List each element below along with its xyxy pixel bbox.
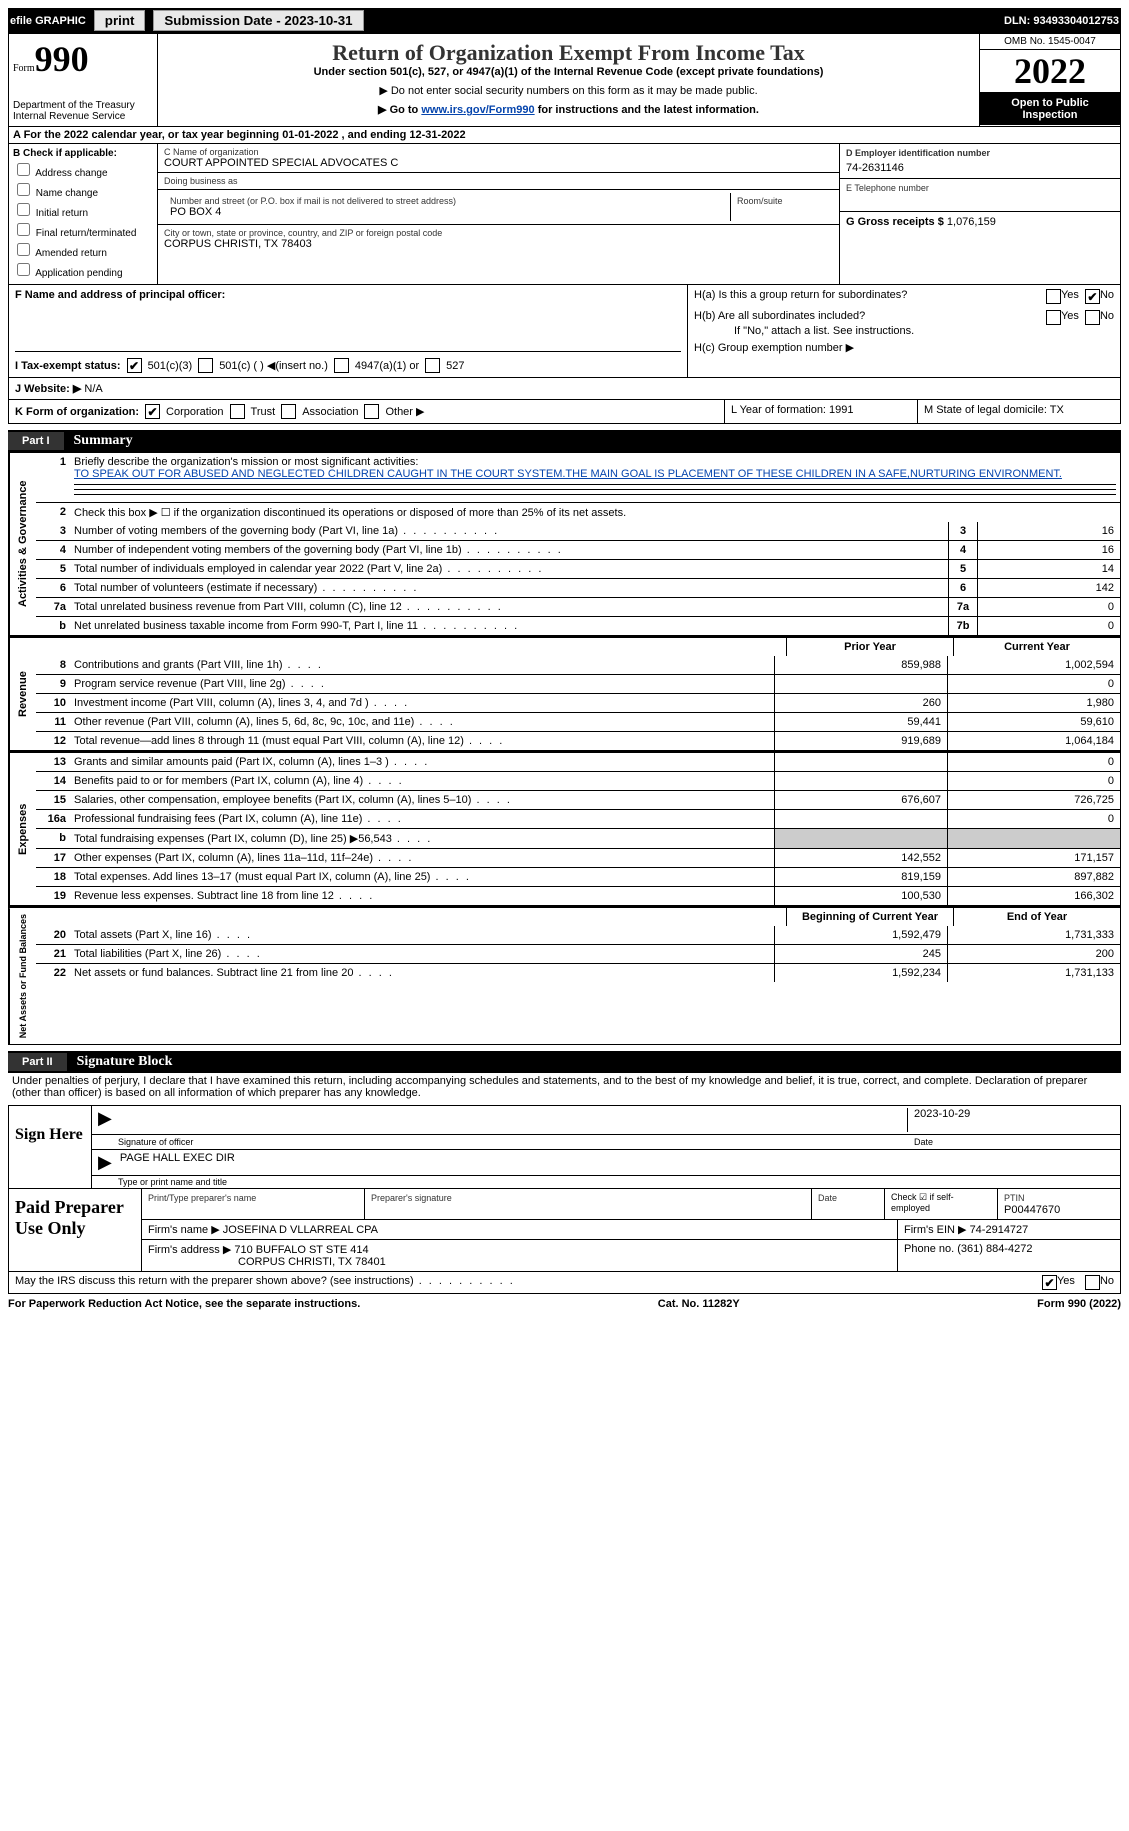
firm-ein: 74-2914727 bbox=[970, 1224, 1029, 1236]
ssn-note: ▶ Do not enter social security numbers o… bbox=[164, 84, 973, 97]
cb-527[interactable] bbox=[425, 358, 440, 373]
name-arrow-icon: ▶ bbox=[98, 1152, 112, 1173]
open-public: Open to Public Inspection bbox=[980, 93, 1120, 125]
form-label: Form bbox=[13, 63, 35, 74]
page-footer: For Paperwork Reduction Act Notice, see … bbox=[8, 1298, 1121, 1310]
year-formation: L Year of formation: 1991 bbox=[724, 400, 917, 423]
website-value: N/A bbox=[84, 383, 102, 395]
omb-number: OMB No. 1545-0047 bbox=[980, 34, 1120, 50]
officer-name: PAGE HALL EXEC DIR bbox=[120, 1152, 235, 1173]
firm-addr2: CORPUS CHRISTI, TX 78401 bbox=[238, 1256, 386, 1268]
gross-receipts: 1,076,159 bbox=[947, 216, 996, 228]
summary-table: Activities & Governance 1Briefly describ… bbox=[8, 452, 1121, 636]
row-a-tax-year: A For the 2022 calendar year, or tax yea… bbox=[8, 127, 1121, 144]
dln-label: DLN: 93493304012753 bbox=[1004, 15, 1119, 27]
vlabel-activities: Activities & Governance bbox=[9, 453, 36, 635]
cb-discuss-yes[interactable] bbox=[1042, 1275, 1057, 1290]
cb-initial-return[interactable] bbox=[17, 203, 30, 216]
form-number: 990 bbox=[35, 39, 89, 79]
cb-trust[interactable] bbox=[230, 404, 245, 419]
signature-block: Sign Here ▶2023-10-29 Signature of offic… bbox=[8, 1105, 1121, 1189]
org-city: CORPUS CHRISTI, TX 78403 bbox=[164, 238, 833, 250]
form-subtitle: Under section 501(c), 527, or 4947(a)(1)… bbox=[164, 66, 973, 78]
top-bar: efile GRAPHIC print Submission Date - 20… bbox=[8, 8, 1121, 33]
tax-year: 2022 bbox=[980, 50, 1120, 93]
sign-date: 2023-10-29 bbox=[907, 1108, 1114, 1132]
form-990-footer: Form 990 (2022) bbox=[1037, 1298, 1121, 1310]
print-button[interactable]: print bbox=[94, 10, 146, 31]
cb-name-change[interactable] bbox=[17, 183, 30, 196]
state-domicile: M State of legal domicile: TX bbox=[917, 400, 1120, 423]
efile-label: efile GRAPHIC bbox=[10, 15, 86, 27]
column-c: C Name of organization COURT APPOINTED S… bbox=[158, 144, 839, 284]
expenses-block: Expenses 13Grants and similar amounts pa… bbox=[8, 751, 1121, 906]
cb-4947[interactable] bbox=[334, 358, 349, 373]
cb-corporation[interactable] bbox=[145, 404, 160, 419]
column-d: D Employer identification number 74-2631… bbox=[839, 144, 1120, 284]
goto-line: ▶ Go to www.irs.gov/Form990 for instruct… bbox=[164, 103, 973, 116]
cb-app-pending[interactable] bbox=[17, 263, 30, 276]
irs-link[interactable]: www.irs.gov/Form990 bbox=[421, 104, 534, 116]
row-fh: F Name and address of principal officer:… bbox=[8, 285, 1121, 378]
vlabel-expenses: Expenses bbox=[9, 753, 36, 905]
dept-label: Department of the Treasury Internal Reve… bbox=[13, 100, 153, 122]
firm-addr1: 710 BUFFALO ST STE 414 bbox=[234, 1244, 368, 1256]
preparer-block: Paid Preparer Use Only Print/Type prepar… bbox=[8, 1189, 1121, 1272]
cb-501c[interactable] bbox=[198, 358, 213, 373]
sign-here-label: Sign Here bbox=[9, 1106, 92, 1188]
vlabel-revenue: Revenue bbox=[9, 638, 36, 750]
form-title: Return of Organization Exempt From Incom… bbox=[164, 40, 973, 66]
mission-text: TO SPEAK OUT FOR ABUSED AND NEGLECTED CH… bbox=[74, 468, 1062, 480]
column-b: B Check if applicable: Address change Na… bbox=[9, 144, 158, 284]
cb-final-return[interactable] bbox=[17, 223, 30, 236]
signature-arrow-icon: ▶ bbox=[98, 1108, 112, 1132]
cb-501c3[interactable] bbox=[127, 358, 142, 373]
ein-value: 74-2631146 bbox=[846, 162, 1114, 174]
cb-discuss-no[interactable] bbox=[1085, 1275, 1100, 1290]
paid-preparer-label: Paid Preparer Use Only bbox=[9, 1189, 142, 1271]
cb-amended[interactable] bbox=[17, 243, 30, 256]
vlabel-netassets: Net Assets or Fund Balances bbox=[9, 908, 36, 1044]
cb-address-change[interactable] bbox=[17, 163, 30, 176]
submission-date-button[interactable]: Submission Date - 2023-10-31 bbox=[153, 10, 363, 31]
firm-phone: (361) 884-4272 bbox=[957, 1243, 1032, 1255]
cb-hb-yes[interactable] bbox=[1046, 310, 1061, 325]
cb-ha-no[interactable] bbox=[1085, 289, 1100, 304]
org-name: COURT APPOINTED SPECIAL ADVOCATES C bbox=[164, 157, 833, 169]
firm-name: JOSEFINA D VLLARREAL CPA bbox=[223, 1224, 378, 1236]
cb-other[interactable] bbox=[364, 404, 379, 419]
section-bcd: B Check if applicable: Address change Na… bbox=[8, 144, 1121, 285]
cb-association[interactable] bbox=[281, 404, 296, 419]
form-header: Form990 Department of the Treasury Inter… bbox=[8, 33, 1121, 127]
netassets-block: Net Assets or Fund Balances Beginning of… bbox=[8, 906, 1121, 1045]
org-address: PO BOX 4 bbox=[170, 206, 724, 218]
ptin-value: P00447670 bbox=[1004, 1204, 1060, 1216]
part1-header: Part I Summary bbox=[8, 430, 1121, 452]
revenue-block: Revenue Prior YearCurrent Year 8Contribu… bbox=[8, 636, 1121, 751]
part2-header: Part II Signature Block bbox=[8, 1051, 1121, 1073]
cb-ha-yes[interactable] bbox=[1046, 289, 1061, 304]
discuss-text: May the IRS discuss this return with the… bbox=[15, 1275, 1042, 1290]
penalties-text: Under penalties of perjury, I declare th… bbox=[8, 1073, 1121, 1101]
cb-hb-no[interactable] bbox=[1085, 310, 1100, 325]
